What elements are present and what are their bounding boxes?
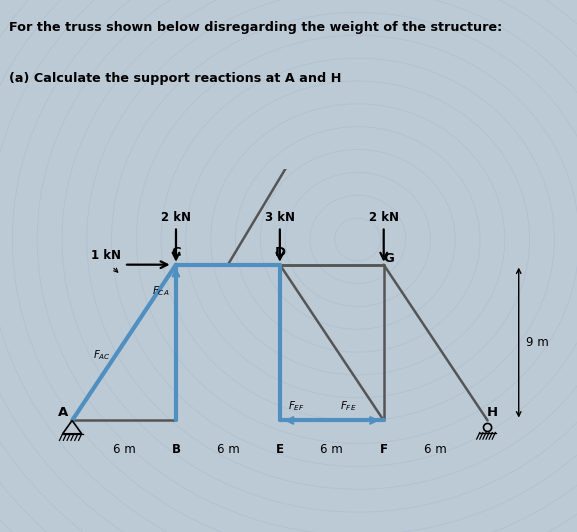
Text: F: F	[380, 443, 388, 456]
Text: 9 m: 9 m	[526, 336, 548, 349]
Text: G: G	[384, 252, 394, 265]
Text: 6 m: 6 m	[216, 443, 239, 456]
Text: 6 m: 6 m	[113, 443, 136, 456]
Text: 3 kN: 3 kN	[265, 211, 295, 224]
Text: $F_{CA}$: $F_{CA}$	[152, 284, 169, 297]
Text: D: D	[274, 246, 286, 259]
Text: 2 kN: 2 kN	[161, 211, 191, 224]
Text: 2 kN: 2 kN	[369, 211, 399, 224]
Text: $F_{FE}$: $F_{FE}$	[340, 399, 357, 413]
Text: 6 m: 6 m	[424, 443, 447, 456]
Text: For the truss shown below disregarding the weight of the structure:: For the truss shown below disregarding t…	[9, 21, 502, 34]
Text: A: A	[58, 406, 69, 419]
Text: 1 kN: 1 kN	[91, 249, 121, 262]
Text: $F_{AC}$: $F_{AC}$	[93, 348, 111, 362]
Text: H: H	[487, 406, 499, 419]
Text: C: C	[171, 246, 181, 259]
Text: 6 m: 6 m	[320, 443, 343, 456]
Text: $F_{EF}$: $F_{EF}$	[288, 399, 305, 413]
Text: B: B	[171, 443, 181, 456]
Text: E: E	[276, 443, 284, 456]
Text: (a) Calculate the support reactions at A and H: (a) Calculate the support reactions at A…	[9, 72, 341, 85]
